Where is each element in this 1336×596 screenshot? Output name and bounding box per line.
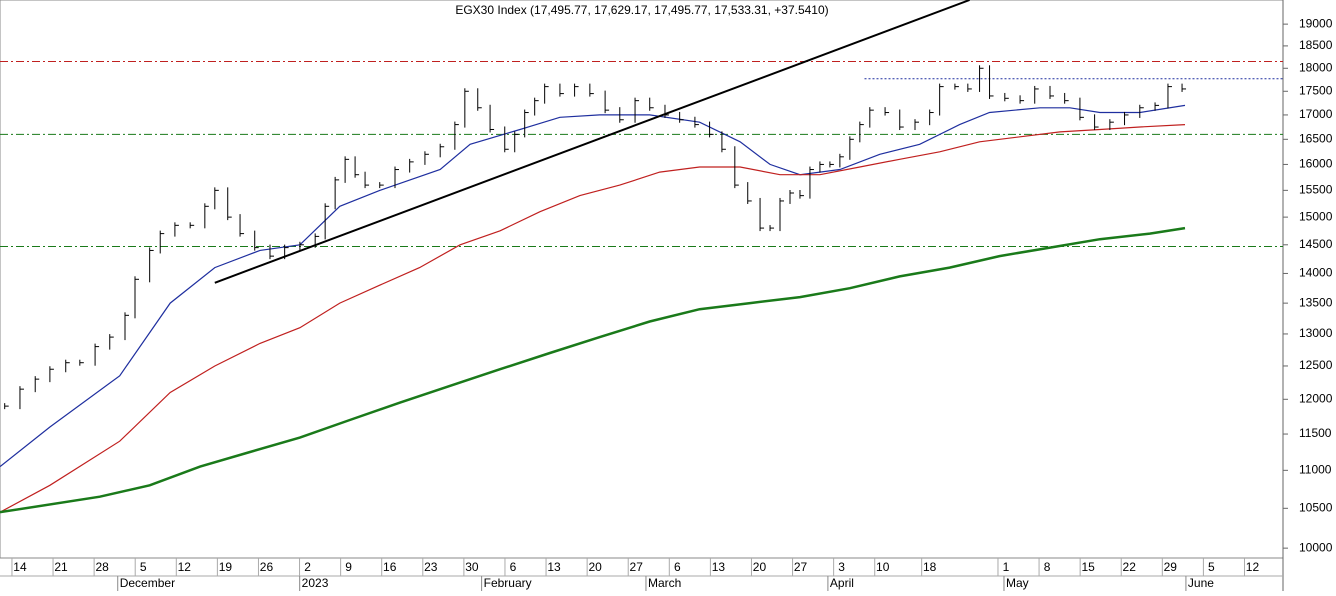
x-tick-label: 30: [465, 560, 479, 574]
x-tick-label: 26: [260, 560, 274, 574]
y-tick-label: 13000: [1299, 326, 1333, 340]
y-tick-label: 11500: [1299, 426, 1332, 440]
x-tick-label: 29: [1164, 560, 1178, 574]
x-tick-label: 1: [1003, 560, 1010, 574]
month-label: June: [1188, 576, 1214, 590]
y-tick-label: 16500: [1299, 131, 1333, 145]
x-tick-label: 19: [219, 560, 233, 574]
y-tick-label: 17500: [1299, 83, 1333, 97]
x-tick-label: 18: [923, 560, 937, 574]
month-label: February: [484, 576, 532, 590]
month-label: December: [120, 576, 175, 590]
y-tick-label: 10000: [1299, 540, 1333, 554]
y-tick-label: 18500: [1299, 38, 1333, 52]
x-tick-label: 2: [304, 560, 311, 574]
y-tick-label: 15000: [1299, 209, 1333, 223]
moving-average: [0, 104, 1186, 468]
x-tick-label: 6: [510, 560, 517, 574]
y-tick-label: 10500: [1299, 500, 1333, 514]
x-tick-label: 5: [140, 560, 147, 574]
x-tick-label: 20: [753, 560, 767, 574]
moving-average: [0, 226, 1186, 514]
y-tick-label: 18000: [1299, 60, 1333, 74]
y-tick-label: 14000: [1299, 266, 1333, 280]
x-tick-label: 12: [178, 560, 192, 574]
x-tick-label: 22: [1123, 560, 1137, 574]
y-tick-label: 14500: [1299, 237, 1333, 251]
x-tick-label: 5: [1208, 560, 1215, 574]
y-tick-label: 11000: [1299, 463, 1332, 477]
x-tick-label: 14: [13, 560, 27, 574]
x-tick-label: 10: [876, 560, 890, 574]
x-tick-label: 12: [1246, 560, 1260, 574]
x-tick-label: 3: [838, 560, 845, 574]
x-tick-label: 16: [383, 560, 397, 574]
x-tick-label: 20: [588, 560, 602, 574]
moving-average: [0, 124, 1186, 513]
x-tick-label: 15: [1081, 560, 1095, 574]
y-tick-label: 12500: [1299, 358, 1333, 372]
x-tick-label: 27: [630, 560, 644, 574]
y-tick-label: 13500: [1299, 295, 1333, 309]
chart-title: EGX30 Index (17,495.77, 17,629.17, 17,49…: [455, 3, 828, 17]
month-label: May: [1006, 576, 1029, 590]
x-tick-label: 28: [95, 560, 109, 574]
y-tick-label: 15500: [1299, 183, 1333, 197]
y-tick-label: 19000: [1299, 16, 1333, 30]
month-label: March: [648, 576, 681, 590]
x-tick-label: 27: [794, 560, 808, 574]
x-tick-label: 13: [547, 560, 561, 574]
x-tick-label: 21: [54, 560, 68, 574]
y-tick-label: 16000: [1299, 157, 1333, 171]
x-tick-label: 23: [424, 560, 438, 574]
x-tick-label: 8: [1044, 560, 1051, 574]
month-label: April: [830, 576, 854, 590]
x-tick-label: 13: [712, 560, 726, 574]
plot-area: [0, 0, 1284, 559]
month-label: 2023: [302, 576, 329, 590]
y-tick-label: 12000: [1299, 391, 1333, 405]
trend-line: [214, 0, 970, 284]
x-tick-label: 9: [345, 560, 352, 574]
x-tick-label: 6: [674, 560, 681, 574]
y-tick-label: 17000: [1299, 107, 1333, 121]
